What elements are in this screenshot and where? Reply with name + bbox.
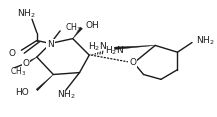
- Text: O: O: [23, 59, 30, 68]
- Text: O: O: [8, 49, 15, 58]
- Text: NH$_2$: NH$_2$: [196, 34, 215, 47]
- Polygon shape: [73, 27, 82, 39]
- Text: CH$_3$: CH$_3$: [10, 65, 26, 78]
- Text: OH: OH: [85, 21, 99, 29]
- Polygon shape: [36, 75, 53, 91]
- Text: O: O: [129, 58, 136, 67]
- Text: NH$_2$: NH$_2$: [17, 7, 36, 20]
- Text: N: N: [47, 40, 54, 49]
- Text: H$_2$N: H$_2$N: [88, 40, 107, 53]
- Text: H$_2$N: H$_2$N: [105, 44, 124, 57]
- Text: NH$_2$: NH$_2$: [57, 89, 75, 101]
- Polygon shape: [114, 45, 155, 49]
- Text: CH$_3$: CH$_3$: [65, 22, 82, 34]
- Text: HO: HO: [15, 88, 29, 97]
- Polygon shape: [27, 57, 37, 64]
